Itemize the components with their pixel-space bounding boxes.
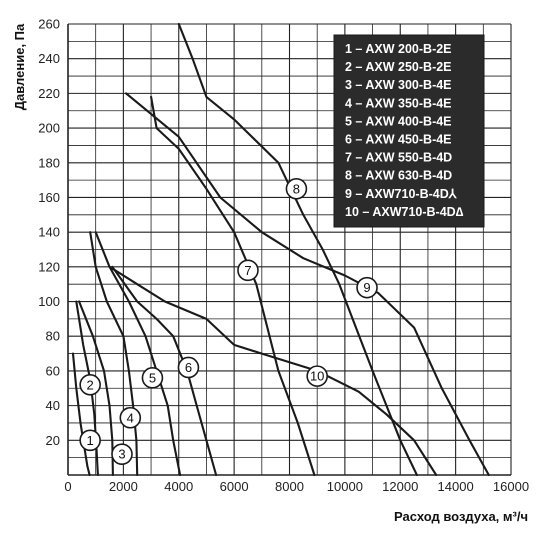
x-axis-label: Расход воздуха, м³/ч <box>394 509 528 524</box>
y-tick-label: 160 <box>38 190 60 205</box>
legend-entry: 9 – AXW710-B-4D⅄ <box>345 187 458 201</box>
curve-8 <box>177 22 418 477</box>
legend-entry: 8 – AXW 630-B-4D <box>345 169 452 183</box>
legend-entry: 2 – AXW 250-B-2E <box>345 60 452 74</box>
legend: 1 – AXW 200-B-2E 2 – AXW 250-B-2E 3 – AXW … <box>333 34 485 228</box>
curve-9 <box>125 92 490 477</box>
curve-3 <box>78 300 114 477</box>
y-tick-label: 20 <box>46 433 60 448</box>
y-tick-label: 260 <box>38 17 60 32</box>
curve-marker-label-3: 3 <box>118 447 125 462</box>
y-tick-label: 120 <box>38 259 60 274</box>
curve-marker-label-9: 9 <box>363 280 370 295</box>
y-tick-label: 100 <box>38 294 60 309</box>
legend-entry: 5 – AXW 400-B-4E <box>345 114 452 128</box>
curve-marker-label-1: 1 <box>87 433 94 448</box>
x-tick-label: 10000 <box>327 479 363 494</box>
y-axis-label: Давление, Па <box>12 23 27 110</box>
y-tick-label: 220 <box>38 86 60 101</box>
legend-entry: 6 – AXW 450-B-4E <box>345 133 452 147</box>
legend-entry: 10 – AXW710-B-4D∆ <box>345 205 464 219</box>
curve-marker-label-4: 4 <box>127 410 134 425</box>
performance-curves <box>71 22 490 477</box>
curve-marker-9 <box>356 276 378 299</box>
curve-marker-2 <box>79 373 101 396</box>
curve-10 <box>108 265 438 477</box>
legend-entry: 3 – AXW 300-B-4E <box>345 78 452 92</box>
curve-marker-3 <box>111 443 133 465</box>
curve-marker-label-6: 6 <box>185 360 192 375</box>
x-tick-label: 8000 <box>275 479 304 494</box>
y-tick-label: 80 <box>46 329 60 344</box>
x-tick-label: 6000 <box>220 479 249 494</box>
curve-marker-5 <box>141 367 164 389</box>
x-tick-label: 14000 <box>438 479 474 494</box>
x-tick-label: 16000 <box>493 479 529 494</box>
curve-marker-4 <box>119 406 142 429</box>
x-tick-label: 0 <box>64 479 71 494</box>
curve-4 <box>89 231 139 477</box>
x-tick-label: 2000 <box>109 479 138 494</box>
curve-marker-7 <box>237 259 259 282</box>
curve-marker-1 <box>79 429 101 452</box>
y-tick-label: 140 <box>38 225 60 240</box>
y-tick-label: 180 <box>38 155 60 170</box>
curve-marker-label-8: 8 <box>293 181 300 196</box>
y-tick-label: 240 <box>38 51 60 66</box>
y-tick-label: 200 <box>38 121 60 136</box>
curve-marker-label-7: 7 <box>244 263 251 278</box>
legend-entry: 7 – AXW 550-B-4D <box>345 151 452 165</box>
curve-7 <box>150 95 316 477</box>
curve-marker-label-10: 10 <box>310 369 324 384</box>
curve-marker-6 <box>177 356 200 379</box>
curve-markers: 1 2 3 4 5 6 7 8 9 10 <box>79 177 378 465</box>
curve-1 <box>71 352 91 477</box>
curve-marker-label-5: 5 <box>149 370 156 385</box>
curve-5 <box>94 231 182 477</box>
y-tick-label: 60 <box>46 363 60 378</box>
curve-2 <box>75 300 99 477</box>
curve-marker-8 <box>285 177 308 200</box>
curve-marker-10 <box>306 365 328 387</box>
legend-entry: 4 – AXW 350-B-4E <box>345 96 452 110</box>
y-tick-label: 40 <box>46 398 60 413</box>
x-tick-label: 4000 <box>164 479 193 494</box>
tick-labels: 0 2000 4000 6000 8000 10000 12000 14000 16000 20 4… <box>38 17 529 495</box>
curve-marker-label-2: 2 <box>87 377 94 392</box>
x-tick-label: 12000 <box>382 479 418 494</box>
curve-6 <box>111 265 218 477</box>
legend-box <box>333 34 485 228</box>
legend-entry: 1 – AXW 200-B-2E <box>345 42 452 56</box>
